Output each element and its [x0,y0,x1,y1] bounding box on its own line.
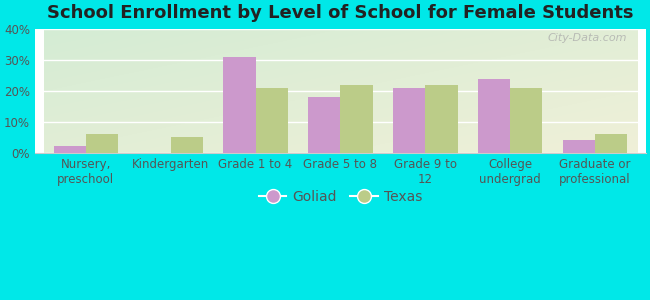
Bar [563,140,595,153]
Bar [255,88,288,153]
Bar [308,97,341,153]
Bar [341,85,372,153]
Bar [595,134,627,153]
Bar [171,137,203,153]
Bar [86,134,118,153]
Bar [54,146,86,153]
Bar [425,85,458,153]
Bar [510,88,542,153]
Bar [478,79,510,153]
Text: City-Data.com: City-Data.com [548,33,627,43]
Title: School Enrollment by Level of School for Female Students: School Enrollment by Level of School for… [47,4,634,22]
Bar [393,88,425,153]
Legend: Goliad, Texas: Goliad, Texas [253,185,428,210]
Bar [224,57,255,153]
